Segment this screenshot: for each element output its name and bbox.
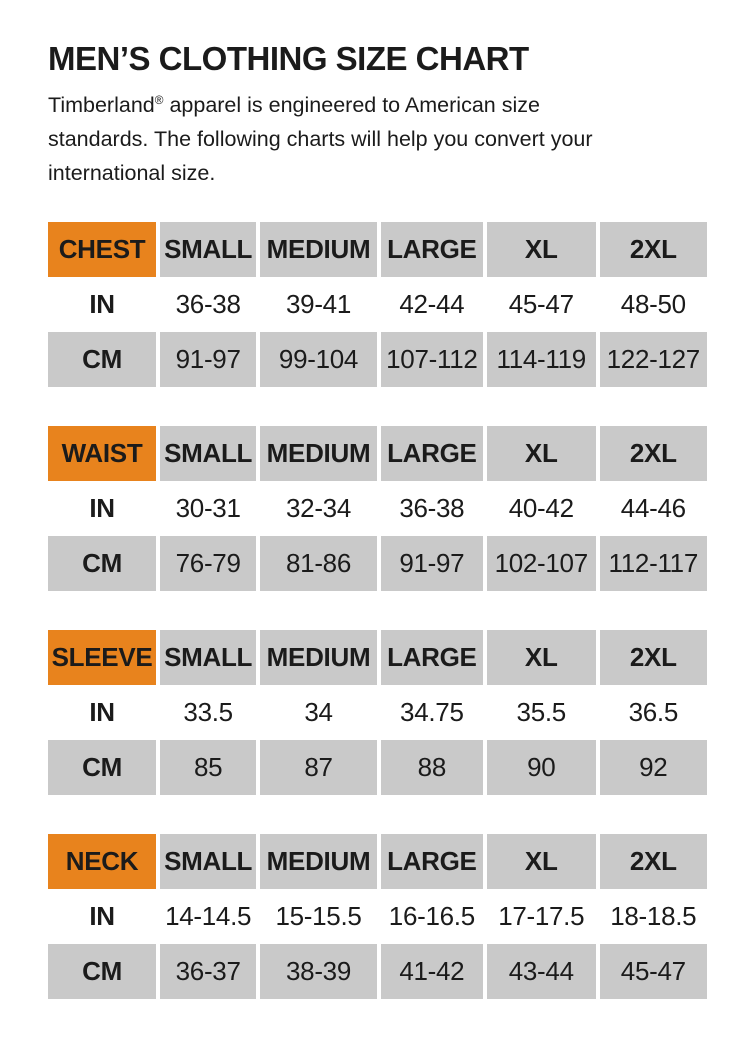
value-cell: 76-79	[158, 536, 261, 591]
unit-label-cm: CM	[48, 332, 161, 387]
registered-trademark-symbol: ®	[154, 92, 164, 107]
value-cell: 39-41	[258, 277, 381, 332]
value-cell: 45-47	[484, 277, 600, 332]
value-cell: 34.75	[378, 685, 487, 740]
size-header-large: LARGE	[378, 222, 487, 277]
size-header-large: LARGE	[378, 426, 487, 481]
value-cell: 32-34	[258, 481, 381, 536]
size-header-small: SMALL	[158, 834, 261, 889]
value-cell: 48-50	[597, 277, 707, 332]
value-cell: 85	[158, 740, 261, 795]
value-cell: 45-47	[597, 944, 707, 999]
value-cell: 114-119	[484, 332, 600, 387]
value-cell: 87	[258, 740, 381, 795]
value-cell: 42-44	[378, 277, 487, 332]
value-cell: 35.5	[484, 685, 600, 740]
size-header-xl: XL	[484, 426, 600, 481]
neck-centimeters-row: CM 36-37 38-39 41-42 43-44 45-47	[48, 944, 707, 999]
neck-header-row: NECK SMALL MEDIUM LARGE XL 2XL	[48, 834, 707, 889]
unit-label-in: IN	[48, 481, 161, 536]
category-cell-waist: WAIST	[48, 426, 161, 481]
value-cell: 91-97	[378, 536, 487, 591]
intro-text: Timberland® apparel is engineered to Ame…	[48, 88, 707, 190]
size-header-small: SMALL	[158, 426, 261, 481]
sleeve-header-row: SLEEVE SMALL MEDIUM LARGE XL 2XL	[48, 630, 707, 685]
intro-line3: international size.	[48, 161, 216, 185]
value-cell: 17-17.5	[484, 889, 600, 944]
chest-centimeters-row: CM 91-97 99-104 107-112 114-119 122-127	[48, 332, 707, 387]
size-header-2xl: 2XL	[597, 222, 707, 277]
value-cell: 122-127	[597, 332, 707, 387]
category-cell-chest: CHEST	[48, 222, 161, 277]
value-cell: 102-107	[484, 536, 600, 591]
value-cell: 16-16.5	[378, 889, 487, 944]
waist-inches-row: IN 30-31 32-34 36-38 40-42 44-46	[48, 481, 707, 536]
unit-label-in: IN	[48, 685, 161, 740]
value-cell: 18-18.5	[597, 889, 707, 944]
size-header-large: LARGE	[378, 834, 487, 889]
waist-size-table: WAIST SMALL MEDIUM LARGE XL 2XL IN 30-31…	[48, 426, 707, 591]
neck-inches-row: IN 14-14.5 15-15.5 16-16.5 17-17.5 18-18…	[48, 889, 707, 944]
value-cell: 36.5	[597, 685, 707, 740]
value-cell: 36-38	[158, 277, 261, 332]
sleeve-centimeters-row: CM 85 87 88 90 92	[48, 740, 707, 795]
value-cell: 40-42	[484, 481, 600, 536]
size-header-medium: MEDIUM	[258, 426, 381, 481]
neck-size-table: NECK SMALL MEDIUM LARGE XL 2XL IN 14-14.…	[48, 834, 707, 999]
size-header-xl: XL	[484, 834, 600, 889]
brand-name: Timberland	[48, 93, 155, 117]
size-header-large: LARGE	[378, 630, 487, 685]
value-cell: 38-39	[258, 944, 381, 999]
value-cell: 107-112	[378, 332, 487, 387]
unit-label-cm: CM	[48, 740, 161, 795]
size-header-2xl: 2XL	[597, 426, 707, 481]
chest-size-table: CHEST SMALL MEDIUM LARGE XL 2XL IN 36-38…	[48, 222, 707, 387]
size-header-xl: XL	[484, 222, 600, 277]
size-header-2xl: 2XL	[597, 834, 707, 889]
value-cell: 36-38	[378, 481, 487, 536]
sleeve-size-table: SLEEVE SMALL MEDIUM LARGE XL 2XL IN 33.5…	[48, 630, 707, 795]
unit-label-in: IN	[48, 277, 161, 332]
value-cell: 99-104	[258, 332, 381, 387]
value-cell: 90	[484, 740, 600, 795]
value-cell: 112-117	[597, 536, 707, 591]
value-cell: 15-15.5	[258, 889, 381, 944]
unit-label-cm: CM	[48, 944, 161, 999]
size-header-2xl: 2XL	[597, 630, 707, 685]
value-cell: 30-31	[158, 481, 261, 536]
size-chart-page: MEN’S CLOTHING SIZE CHART Timberland® ap…	[48, 40, 707, 999]
page-title: MEN’S CLOTHING SIZE CHART	[48, 40, 529, 77]
value-cell: 41-42	[378, 944, 487, 999]
value-cell: 36-37	[158, 944, 261, 999]
waist-centimeters-row: CM 76-79 81-86 91-97 102-107 112-117	[48, 536, 707, 591]
waist-header-row: WAIST SMALL MEDIUM LARGE XL 2XL	[48, 426, 707, 481]
intro-line2: standards. The following charts will hel…	[48, 127, 593, 151]
size-header-medium: MEDIUM	[258, 834, 381, 889]
value-cell: 43-44	[484, 944, 600, 999]
size-header-medium: MEDIUM	[258, 222, 381, 277]
value-cell: 91-97	[158, 332, 261, 387]
value-cell: 88	[378, 740, 487, 795]
value-cell: 81-86	[258, 536, 381, 591]
intro-line1: apparel is engineered to American size	[163, 93, 540, 117]
value-cell: 44-46	[597, 481, 707, 536]
category-cell-sleeve: SLEEVE	[48, 630, 161, 685]
chest-inches-row: IN 36-38 39-41 42-44 45-47 48-50	[48, 277, 707, 332]
chest-header-row: CHEST SMALL MEDIUM LARGE XL 2XL	[48, 222, 707, 277]
size-header-small: SMALL	[158, 222, 261, 277]
size-header-xl: XL	[484, 630, 600, 685]
sleeve-inches-row: IN 33.5 34 34.75 35.5 36.5	[48, 685, 707, 740]
value-cell: 14-14.5	[158, 889, 261, 944]
category-cell-neck: NECK	[48, 834, 161, 889]
unit-label-cm: CM	[48, 536, 161, 591]
size-header-small: SMALL	[158, 630, 261, 685]
value-cell: 34	[258, 685, 381, 740]
size-header-medium: MEDIUM	[258, 630, 381, 685]
value-cell: 33.5	[158, 685, 261, 740]
value-cell: 92	[597, 740, 707, 795]
unit-label-in: IN	[48, 889, 161, 944]
